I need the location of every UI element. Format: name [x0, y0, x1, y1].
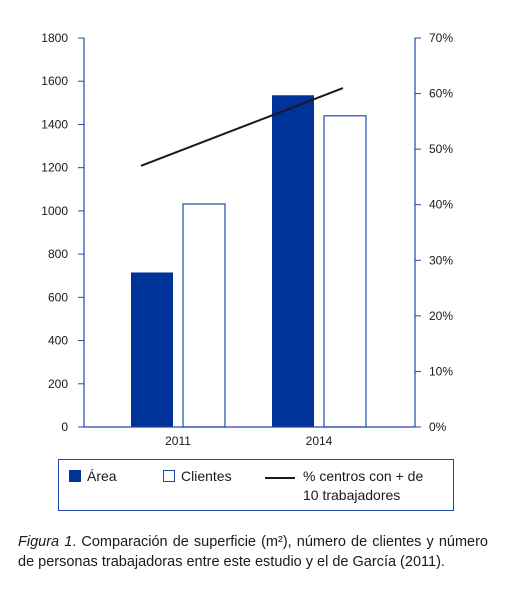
legend-item-percent-line: % centros con + de 10 trabajadores: [265, 467, 423, 505]
right-tick-label: 10%: [429, 364, 453, 378]
caption-text: . Comparación de superficie (m²), número…: [18, 534, 488, 570]
left-tick-label: 600: [48, 290, 68, 304]
right-tick-label: 20%: [429, 309, 453, 323]
trend-line: [140, 87, 344, 167]
left-tick-label: 1600: [41, 74, 68, 88]
bar--rea-2011: [131, 272, 173, 427]
right-tick-label: 70%: [429, 31, 453, 45]
legend-swatch-clientes: [163, 470, 175, 482]
left-tick-label: 800: [48, 247, 68, 261]
line-series-percent-centros: [140, 87, 344, 167]
caption-label: Figura 1: [18, 534, 73, 550]
legend-label-area: Área: [87, 468, 117, 484]
axes: [83, 38, 416, 428]
bars: [131, 95, 367, 428]
legend-label-percent: % centros con + de 10 trabajadores: [303, 467, 423, 505]
legend-item-clientes: Clientes: [163, 467, 232, 486]
left-axis-ticks: 0 200 400 600 800 1000 1200 1400 1600 1800: [41, 31, 84, 434]
legend-label-clientes: Clientes: [181, 468, 232, 484]
chart-legend: Área Clientes % centros con + de 10 trab…: [58, 459, 454, 511]
legend-swatch-area: [69, 470, 81, 482]
right-tick-label: 30%: [429, 253, 453, 267]
left-tick-label: 1400: [41, 117, 68, 131]
bar-clientes-2011: [182, 203, 226, 428]
left-tick-label: 1000: [41, 204, 68, 218]
legend-label-percent-line1: % centros con + de: [303, 468, 424, 484]
right-tick-label: 60%: [429, 87, 453, 101]
left-tick-label: 1200: [41, 161, 68, 175]
left-tick-label: 200: [48, 377, 68, 391]
left-tick-label: 400: [48, 334, 68, 348]
figure-caption: Figura 1. Comparación de superficie (m²)…: [18, 532, 488, 572]
right-tick-label: 40%: [429, 198, 453, 212]
combo-chart: 0 200 400 600 800 1000 1200 1400 1600 1800 0% 10% 2…: [41, 31, 453, 448]
x-tick-label-2014: 2014: [306, 434, 333, 448]
legend-swatch-line: [265, 477, 295, 479]
x-axis-ticks: 2011 2014: [165, 434, 333, 448]
bar-clientes-2014: [323, 115, 367, 428]
x-tick-label-2011: 2011: [165, 434, 191, 448]
legend-label-percent-line2: 10 trabajadores: [303, 487, 401, 503]
left-tick-label: 0: [61, 420, 68, 434]
right-tick-label: 0%: [429, 420, 447, 434]
left-tick-label: 1800: [41, 31, 68, 45]
right-tick-label: 50%: [429, 142, 453, 156]
bar--rea-2014: [272, 95, 314, 428]
legend-item-area: Área: [69, 467, 117, 486]
right-axis-ticks: 0% 10% 20% 30% 40% 50% 60% 70%: [415, 31, 453, 434]
